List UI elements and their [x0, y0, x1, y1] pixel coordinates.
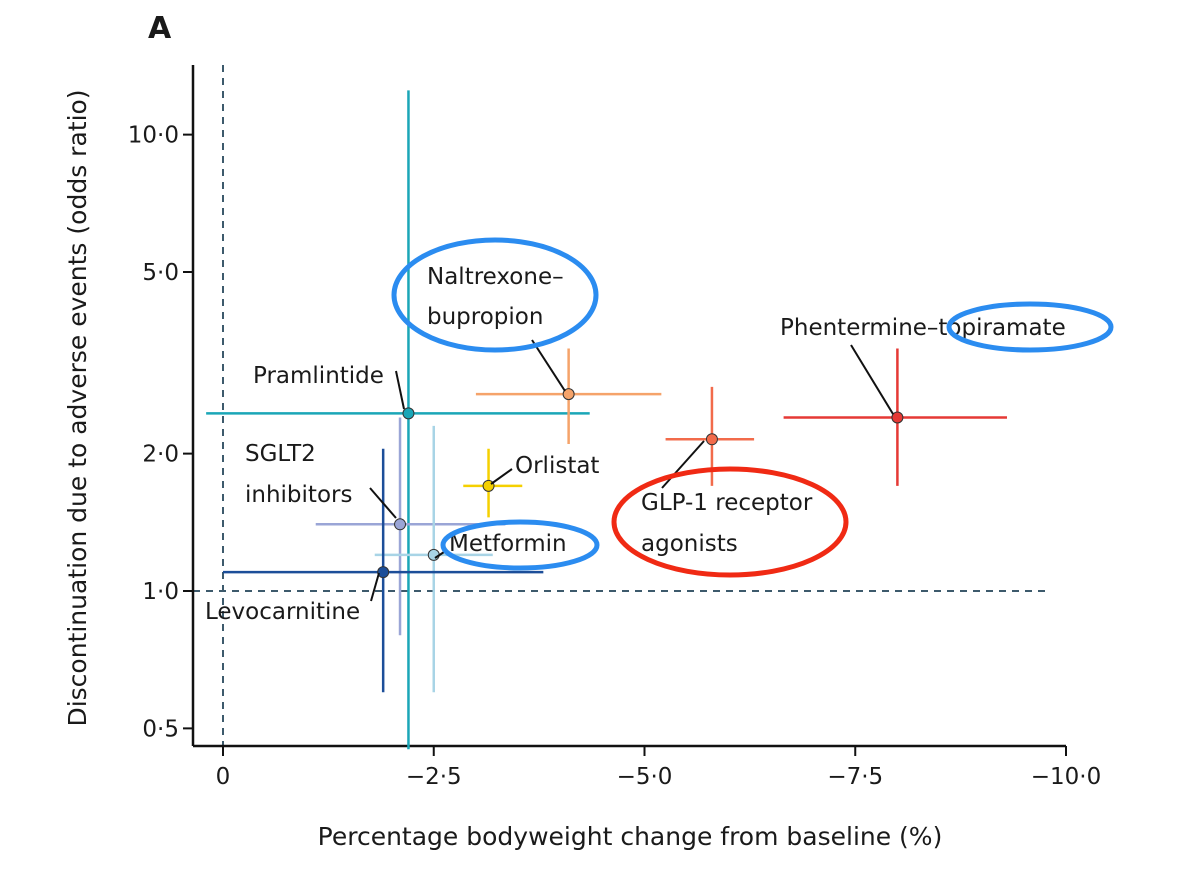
- x-tick-label: −10·0: [1031, 764, 1101, 790]
- y-tick-label: 0·5: [142, 716, 179, 742]
- x-tick-label: −2·5: [406, 764, 462, 790]
- x-tick-label: −5·0: [617, 764, 673, 790]
- glp-1-receptor-agonists-point: [705, 433, 718, 446]
- highlight-ellipse-glp-1-receptor-agonists: [611, 466, 849, 578]
- glp-1-receptor-agonists-label: GLP-1 receptor: [641, 490, 813, 516]
- levocarnitine-leader: [370, 572, 380, 602]
- y-tick-label: 2·0: [142, 442, 179, 468]
- naltrexone-bupropion-point: [562, 388, 575, 401]
- y-tick-label: 5·0: [142, 260, 179, 286]
- levocarnitine-label: Levocarnitine: [205, 599, 360, 625]
- highlight-ellipse-naltrexone-bupropion: [391, 237, 599, 353]
- y-tick-label: 10·0: [128, 123, 179, 149]
- highlight-ellipse-metformin: [440, 519, 600, 571]
- highlight-ellipse-topiramate: [946, 301, 1114, 353]
- naltrexone-bupropion-label: bupropion: [427, 304, 543, 330]
- phentermine-topiramate-point: [891, 411, 904, 424]
- y-tick-label: 1·0: [142, 579, 179, 605]
- metformin-label: Metformin: [449, 531, 567, 557]
- sglt2-inhibitors-label: inhibitors: [245, 482, 352, 508]
- x-axis-title: Percentage bodyweight change from baseli…: [318, 822, 943, 851]
- naltrexone-bupropion-label: Naltrexone–: [427, 264, 564, 290]
- phentermine-topiramate-leader: [850, 344, 894, 415]
- y-axis-title: Discontinuation due to adverse events (o…: [63, 89, 92, 726]
- sglt2-inhibitors-point: [394, 518, 407, 531]
- pramlintide-point: [402, 407, 415, 420]
- sglt2-inhibitors-leader: [369, 487, 397, 519]
- pramlintide-leader: [395, 370, 405, 410]
- sglt2-inhibitors-label: SGLT2: [245, 441, 316, 467]
- plot-area: 0·5 1·0 2·0 5·0 10·0 0 −2·5 −5·0 −7·5 −10·0 Pramli…: [128, 65, 1114, 790]
- glp-1-receptor-agonists-leader: [661, 440, 705, 489]
- levocarnitine-point: [377, 566, 390, 579]
- glp-1-receptor-agonists-label: agonists: [641, 531, 738, 557]
- x-tick-label: 0: [216, 764, 231, 790]
- orlistat-leader: [490, 468, 513, 485]
- x-tick-label: −7·5: [827, 764, 883, 790]
- phentermine-topiramate-label: Phentermine–topiramate: [780, 315, 1066, 341]
- pramlintide-label: Pramlintide: [253, 363, 384, 389]
- naltrexone-bupropion-leader: [531, 339, 566, 392]
- orlistat-label: Orlistat: [515, 453, 599, 479]
- panel-letter: A: [148, 11, 172, 46]
- metformin-point: [427, 548, 440, 561]
